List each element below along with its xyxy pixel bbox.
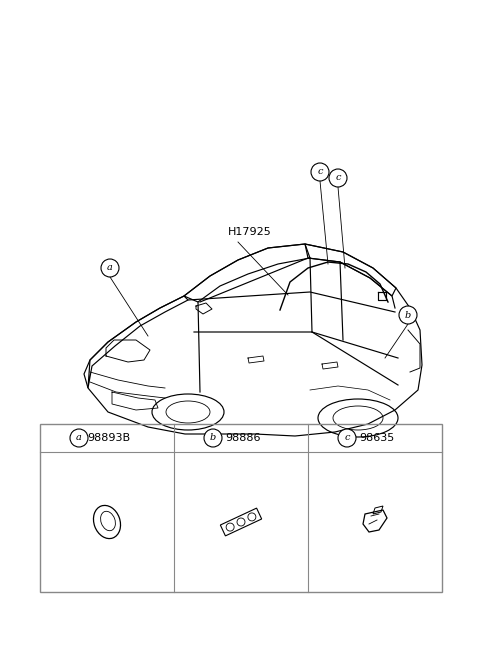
Text: b: b <box>405 310 411 319</box>
Text: a: a <box>107 264 113 272</box>
Text: 98635: 98635 <box>360 433 395 443</box>
Circle shape <box>329 169 347 187</box>
Text: H17925: H17925 <box>228 227 272 237</box>
Circle shape <box>101 259 119 277</box>
Text: 98886: 98886 <box>225 433 261 443</box>
Text: b: b <box>210 434 216 443</box>
Circle shape <box>399 306 417 324</box>
Text: 98893B: 98893B <box>87 433 131 443</box>
Text: c: c <box>335 173 341 182</box>
Text: c: c <box>344 434 350 443</box>
Text: a: a <box>76 434 82 443</box>
Circle shape <box>338 429 356 447</box>
Circle shape <box>311 163 329 181</box>
Circle shape <box>204 429 222 447</box>
Text: c: c <box>317 167 323 176</box>
Circle shape <box>70 429 88 447</box>
